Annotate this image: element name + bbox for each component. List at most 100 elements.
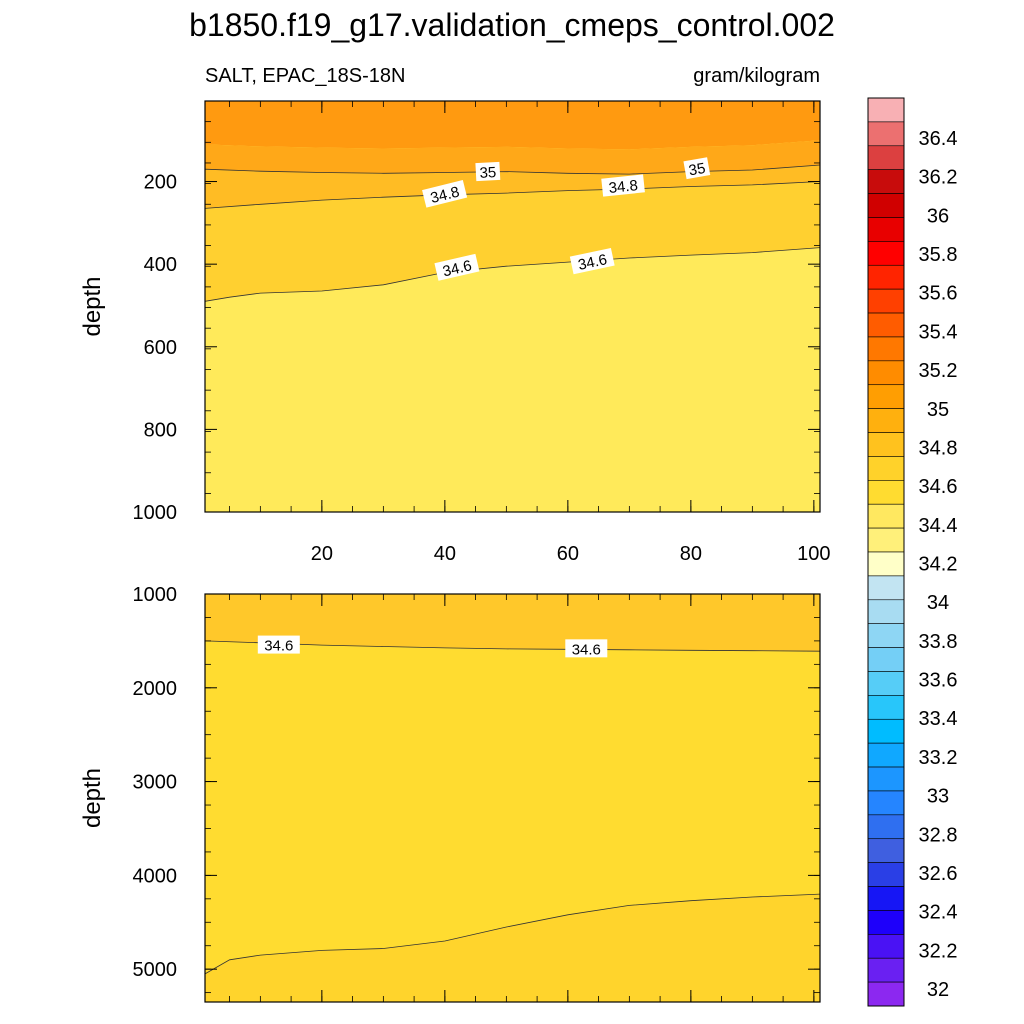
units-label: gram/kilogram bbox=[693, 65, 820, 87]
contour-line bbox=[204, 893, 821, 975]
y-tick-label: 4000 bbox=[133, 865, 178, 887]
colorbar-swatch bbox=[867, 599, 905, 624]
colorbar-swatch bbox=[867, 312, 905, 338]
colorbar-swatch bbox=[867, 862, 905, 887]
colorbar-swatch bbox=[867, 408, 905, 433]
panel-frame bbox=[204, 100, 821, 513]
y-tick-label: 1000 bbox=[133, 584, 178, 606]
panel-frame bbox=[204, 593, 821, 1003]
colorbar-swatch bbox=[867, 647, 905, 672]
colorbar-swatch bbox=[867, 336, 905, 362]
colorbar-swatch bbox=[867, 384, 905, 409]
colorbar-swatch bbox=[867, 264, 905, 290]
colorbar-swatch bbox=[867, 910, 905, 935]
colorbar-swatch bbox=[867, 145, 905, 170]
colorbar-label: 32 bbox=[927, 979, 949, 1001]
lower-panel: 34.6 34.6 1000 2000 3000 4000 5000 depth bbox=[79, 584, 821, 1003]
band-35.0 bbox=[205, 140, 820, 175]
y-tick-label: 5000 bbox=[133, 959, 178, 981]
colorbar-swatch bbox=[867, 718, 905, 744]
x-tick-label: 60 bbox=[557, 543, 579, 565]
colorbar-swatch bbox=[867, 934, 905, 959]
contour-label-text: 34.8 bbox=[608, 177, 639, 197]
band-34.7 bbox=[205, 894, 820, 1002]
colorbar-swatch bbox=[867, 432, 905, 457]
colorbar-label: 34.4 bbox=[919, 515, 958, 537]
colorbar-label: 34.6 bbox=[919, 476, 958, 498]
y-tick-label: 200 bbox=[144, 172, 177, 194]
colorbar-label: 32.2 bbox=[919, 940, 958, 962]
colorbar-swatch bbox=[867, 97, 905, 123]
colorbar-swatch bbox=[867, 790, 905, 816]
colorbar-swatch bbox=[867, 695, 905, 720]
band-34.9 bbox=[205, 165, 820, 209]
colorbar-swatch bbox=[867, 981, 905, 1007]
colorbar-label: 34.8 bbox=[919, 437, 958, 459]
contour-label-text: 35 bbox=[687, 160, 706, 180]
colorbar-swatch bbox=[867, 814, 905, 840]
colorbar-label: 35.4 bbox=[919, 321, 958, 343]
contour-label: 34.6 bbox=[257, 635, 300, 655]
upper-panel: 35 35 34.8 34.8 34.6 34.6 200 400 600 800 1000 20 40… bbox=[79, 100, 831, 565]
colorbar-swatch bbox=[867, 838, 905, 863]
contour-label-text: 34.6 bbox=[264, 638, 293, 655]
contour-label: 35 bbox=[683, 157, 711, 180]
x-tick-label: 100 bbox=[797, 543, 830, 565]
band-34.7 bbox=[205, 181, 820, 302]
colorbar-swatch bbox=[867, 766, 905, 792]
y-tick-label: 3000 bbox=[133, 772, 178, 794]
colorbar-swatch bbox=[867, 551, 905, 577]
colorbar-swatch bbox=[867, 742, 905, 768]
contour-label: 34.6 bbox=[569, 247, 615, 275]
colorbar-swatch bbox=[867, 671, 905, 696]
contour-line bbox=[204, 181, 821, 209]
colorbar-label: 33 bbox=[927, 786, 949, 808]
colorbar-label: 32.6 bbox=[919, 863, 958, 885]
colorbar-label: 34.2 bbox=[919, 554, 958, 576]
colorbar-label: 35.8 bbox=[919, 244, 958, 266]
colorbar-label: 33.4 bbox=[919, 708, 958, 730]
contour-label-text: 34.6 bbox=[441, 257, 473, 280]
colorbar-swatch bbox=[867, 886, 905, 911]
y-tick-label: 2000 bbox=[133, 678, 178, 700]
y-tick-label: 800 bbox=[144, 419, 177, 441]
chart-title: b1850.f19_g17.validation_cmeps_control.0… bbox=[189, 7, 835, 43]
colorbar-swatch bbox=[867, 575, 905, 601]
contour-line bbox=[204, 164, 821, 175]
colorbar-label: 35.6 bbox=[919, 283, 958, 305]
contour-label-text: 34.8 bbox=[429, 183, 461, 207]
colorbar: 36.4 36.2 36 35.8 35.6 35.4 35.2 35 34.8 34.6 34.4… bbox=[867, 97, 958, 1007]
colorbar-swatch bbox=[867, 456, 905, 481]
x-tick-label: 40 bbox=[434, 543, 456, 565]
colorbar-label: 33.8 bbox=[919, 631, 958, 653]
colorbar-swatch bbox=[867, 957, 905, 983]
colorbar-label: 32.4 bbox=[919, 902, 958, 924]
colorbar-swatch bbox=[867, 623, 905, 648]
y-axis-label: depth bbox=[79, 276, 106, 336]
colorbar-swatch bbox=[867, 503, 905, 529]
y-tick-label: 1000 bbox=[133, 502, 178, 524]
colorbar-label: 35 bbox=[927, 399, 949, 421]
colorbar-label: 35.2 bbox=[919, 360, 958, 382]
colorbar-swatch bbox=[867, 480, 905, 505]
contour-label: 34.8 bbox=[601, 174, 645, 197]
colorbar-swatch bbox=[867, 527, 905, 553]
y-tick-label: 400 bbox=[144, 254, 177, 276]
colorbar-swatch bbox=[867, 288, 905, 314]
colorbar-swatch bbox=[867, 360, 905, 386]
x-tick-label: 20 bbox=[311, 543, 333, 565]
colorbar-label: 34 bbox=[927, 592, 949, 614]
colorbar-label: 33.2 bbox=[919, 747, 958, 769]
contour-label: 34.6 bbox=[565, 639, 608, 658]
contour-label-text: 34.6 bbox=[572, 641, 601, 658]
contour-label-text: 35 bbox=[479, 164, 497, 182]
y-axis-label: depth bbox=[79, 768, 106, 828]
contour-label: 34.6 bbox=[434, 253, 480, 281]
contour-label: 34.8 bbox=[422, 179, 468, 208]
colorbar-swatch bbox=[867, 193, 905, 218]
colorbar-swatch bbox=[867, 217, 905, 242]
colorbar-label: 36.4 bbox=[919, 128, 958, 150]
contour-label-text: 34.6 bbox=[577, 251, 609, 274]
contour-label: 35 bbox=[475, 161, 501, 182]
